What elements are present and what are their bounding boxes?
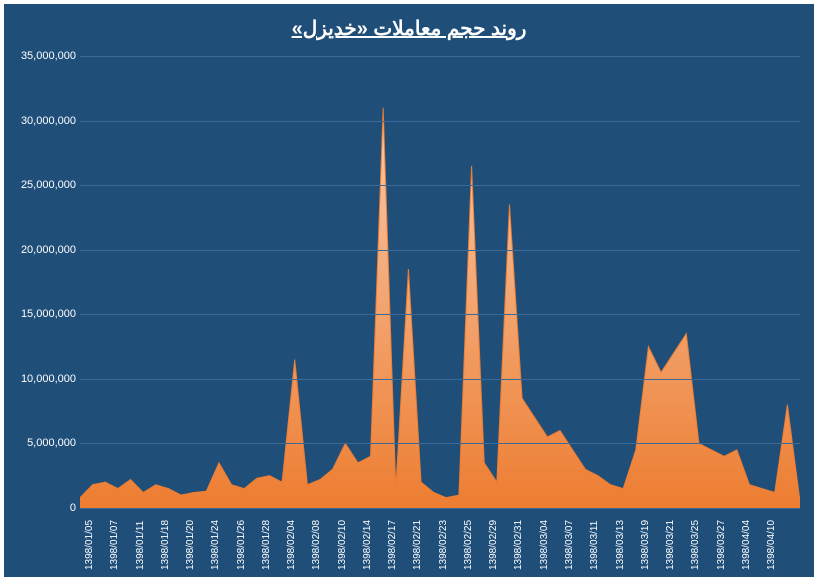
y-tick-label: 25,000,000 — [8, 179, 76, 191]
x-tick-label: 1398/03/21 — [665, 520, 676, 570]
x-tick-label: 1398/02/29 — [488, 520, 499, 570]
y-tick-label: 20,000,000 — [8, 244, 76, 256]
x-tick-label: 1398/04/10 — [766, 520, 777, 570]
x-tick-label: 1398/03/07 — [564, 520, 575, 570]
gridline — [80, 250, 800, 251]
area-chart-svg — [80, 56, 800, 508]
x-tick-label: 1398/01/20 — [185, 520, 196, 570]
x-tick-label: 1398/01/28 — [261, 520, 272, 570]
x-tick-label: 1398/01/07 — [109, 520, 120, 570]
x-tick-label: 1398/01/05 — [84, 520, 95, 570]
x-tick-label: 1398/01/26 — [236, 520, 247, 570]
x-tick-label: 1398/02/17 — [387, 520, 398, 570]
x-tick-label: 1398/03/25 — [690, 520, 701, 570]
plot-area — [80, 56, 800, 508]
x-tick-label: 1398/03/19 — [640, 520, 651, 570]
y-tick-label: 15,000,000 — [8, 308, 76, 320]
x-tick-label: 1398/02/21 — [412, 520, 423, 570]
gridline — [80, 443, 800, 444]
x-tick-label: 1398/02/10 — [337, 520, 348, 570]
chart-title: روند حجم معاملات «خدیزل» — [4, 4, 814, 45]
x-tick-label: 1398/01/24 — [210, 520, 221, 570]
y-tick-label: 5,000,000 — [8, 437, 76, 449]
x-tick-label: 1398/03/04 — [539, 520, 550, 570]
x-tick-label: 1398/02/14 — [362, 520, 373, 570]
x-tick-label: 1398/04/04 — [741, 520, 752, 570]
x-tick-label: 1398/02/23 — [438, 520, 449, 570]
x-tick-label: 1398/02/31 — [513, 520, 524, 570]
x-tick-label: 1398/03/27 — [716, 520, 727, 570]
chart-container: روند حجم معاملات «خدیزل» 0 5,000,000 10,00… — [4, 4, 814, 577]
gridline — [80, 314, 800, 315]
x-axis: 1398/01/05 1398/01/07 1398/01/11 1398/01/18… — [80, 512, 800, 572]
gridline — [80, 508, 800, 509]
y-tick-label: 30,000,000 — [8, 115, 76, 127]
x-tick-label: 1398/02/04 — [286, 520, 297, 570]
gridline — [80, 185, 800, 186]
y-tick-label: 35,000,000 — [8, 50, 76, 62]
gridline — [80, 56, 800, 57]
x-tick-label: 1398/03/13 — [615, 520, 626, 570]
x-tick-label: 1398/02/25 — [463, 520, 474, 570]
x-tick-label: 1398/02/08 — [311, 520, 322, 570]
y-tick-label: 0 — [8, 502, 76, 514]
x-tick-label: 1398/01/11 — [135, 521, 146, 570]
x-tick-label: 1398/03/11 — [589, 521, 600, 570]
y-tick-label: 10,000,000 — [8, 373, 76, 385]
gridline — [80, 121, 800, 122]
x-tick-label: 1398/01/18 — [160, 520, 171, 570]
gridline — [80, 379, 800, 380]
